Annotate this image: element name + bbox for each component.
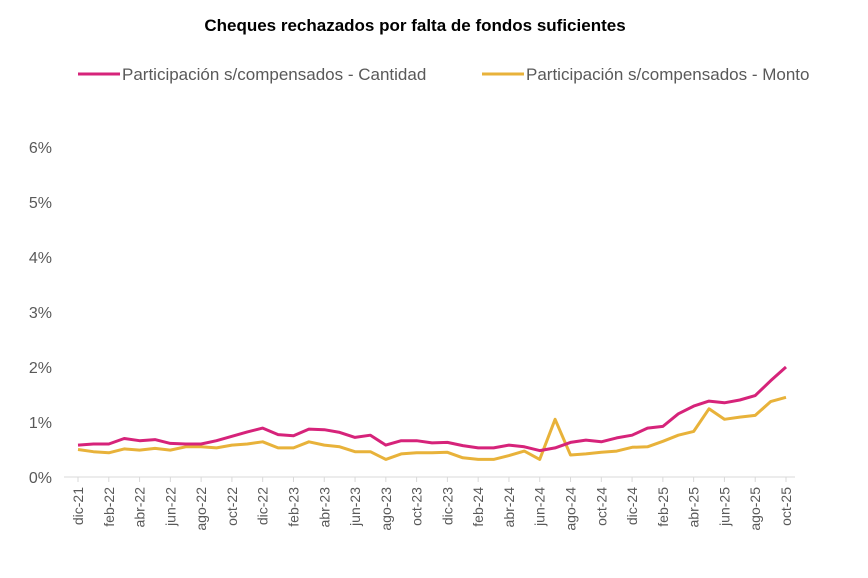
x-tick-label: abr-23: [316, 487, 332, 528]
x-tick-label: feb-25: [655, 487, 671, 527]
x-tick-label: ago-25: [747, 487, 763, 531]
x-tick-label: jun-25: [716, 487, 732, 527]
x-tick-label: dic-22: [255, 487, 271, 525]
chart-title: Cheques rechazados por falta de fondos s…: [204, 16, 625, 35]
x-tick-label: ago-24: [563, 487, 579, 531]
x-tick-label: jun-22: [162, 487, 178, 527]
y-tick-label: 0%: [29, 470, 52, 487]
x-tick-label: jun-23: [347, 487, 363, 527]
x-tick-label: abr-22: [132, 487, 148, 528]
y-axis: 0% 1% 2% 3% 4% 5% 6%: [29, 140, 52, 487]
series-line-0: [77, 365, 788, 453]
x-tick-label: oct-22: [224, 487, 240, 526]
x-tick-label: feb-23: [285, 487, 301, 527]
legend-label: Participación s/compensados - Monto: [526, 65, 809, 84]
legend: Participación s/compensados - Cantidad Pa…: [78, 65, 809, 84]
y-tick-label: 6%: [29, 140, 52, 157]
x-tick-label: feb-24: [470, 487, 486, 527]
x-axis: dic-21 feb-22 abr-22 jun-22 ago-22 oct-22 dic-…: [64, 476, 795, 531]
x-tick-label: ago-22: [193, 487, 209, 531]
x-tick-label: dic-24: [624, 487, 640, 525]
series-lines: [77, 365, 788, 461]
y-tick-label: 4%: [29, 250, 52, 267]
series-line-1: [77, 395, 787, 461]
x-tick-label: oct-25: [778, 487, 794, 526]
x-tick-label: dic-23: [439, 487, 455, 525]
x-tick-label: abr-25: [686, 487, 702, 528]
legend-label: Participación s/compensados - Cantidad: [122, 65, 426, 84]
x-tick-label: abr-24: [501, 487, 517, 528]
x-tick-label: oct-24: [593, 487, 609, 526]
x-tick-label: jun-24: [532, 487, 548, 527]
x-tick-label: dic-21: [70, 487, 86, 525]
y-tick-label: 3%: [29, 305, 52, 322]
y-tick-label: 5%: [29, 195, 52, 212]
y-tick-label: 1%: [29, 415, 52, 432]
x-tick-label: feb-22: [101, 487, 117, 527]
x-tick-label: oct-23: [409, 487, 425, 526]
x-tick-label: ago-23: [378, 487, 394, 531]
y-tick-label: 2%: [29, 360, 52, 377]
